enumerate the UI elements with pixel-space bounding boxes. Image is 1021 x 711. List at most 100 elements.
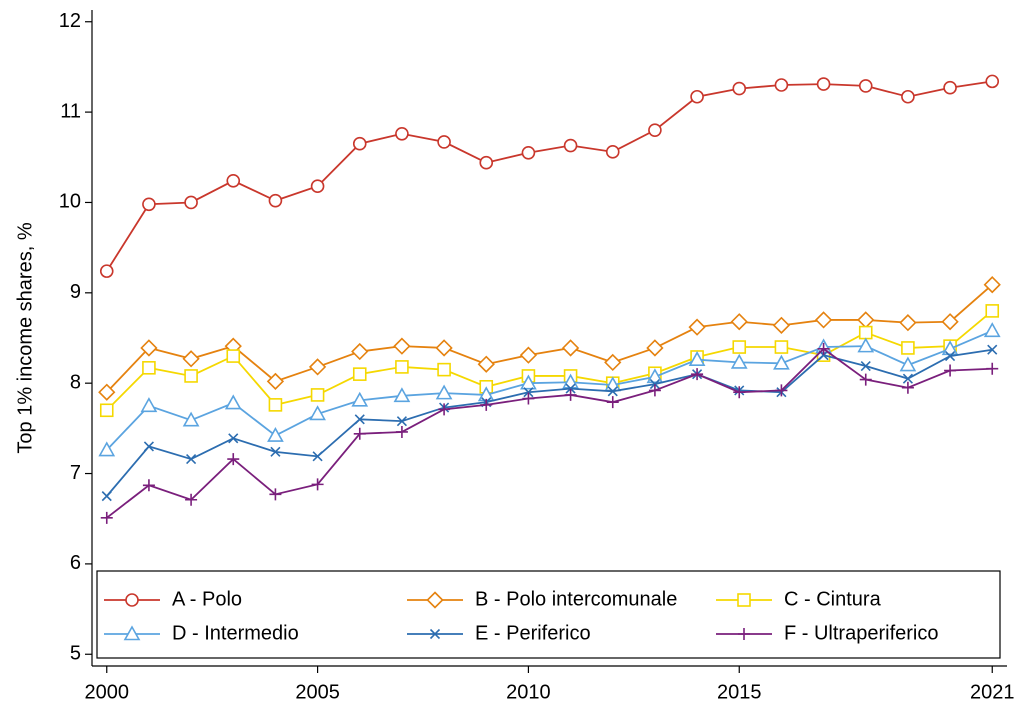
legend-marker [125, 593, 139, 607]
legend-label: E - Periferico [475, 622, 591, 644]
data-point [99, 403, 114, 418]
data-point [479, 155, 494, 170]
data-point [649, 379, 660, 390]
data-point [521, 145, 536, 160]
data-point [437, 135, 451, 149]
data-point [310, 388, 325, 402]
data-point [648, 123, 662, 137]
data-point [354, 414, 365, 425]
data-point [563, 138, 578, 153]
data-point [648, 384, 661, 397]
x-tick-label: 2000 [85, 681, 130, 703]
data-point [226, 173, 241, 188]
data-point [817, 342, 830, 355]
data-point [985, 74, 1000, 89]
data-point [899, 356, 917, 372]
x-tick-label: 2010 [506, 681, 551, 703]
data-point [352, 136, 367, 151]
y-tick-label: 6 [70, 552, 81, 574]
data-point [353, 427, 366, 440]
data-point [437, 362, 451, 377]
data-point [480, 398, 493, 411]
data-point [435, 339, 453, 357]
y-tick-label: 5 [70, 643, 81, 665]
data-point [477, 355, 495, 373]
data-point [311, 478, 324, 491]
data-point [270, 446, 281, 457]
data-point [143, 441, 154, 452]
data-point [182, 350, 200, 368]
y-tick-label: 10 [59, 191, 81, 213]
data-point [986, 362, 999, 375]
data-point [859, 373, 872, 386]
legend-marker [123, 625, 141, 641]
data-point [941, 340, 959, 356]
data-point [184, 195, 198, 210]
data-point [393, 387, 411, 403]
y-tick-label: 7 [70, 462, 81, 484]
legend-marker [426, 591, 444, 609]
legend-marker [738, 628, 750, 640]
x-tick-label: 2015 [717, 681, 762, 703]
data-point [142, 361, 156, 375]
data-point [227, 453, 240, 466]
data-point [308, 358, 327, 376]
data-point [309, 405, 326, 421]
data-point [228, 433, 239, 444]
legend-box [96, 570, 1001, 659]
data-point [351, 391, 369, 407]
data-point [691, 368, 704, 381]
y-tick-label: 9 [70, 281, 81, 303]
data-point [607, 386, 618, 397]
data-point [860, 360, 871, 372]
data-point [732, 81, 747, 96]
data-point [269, 488, 282, 501]
data-point [395, 425, 408, 438]
data-point [142, 197, 156, 212]
y-axis-label: Top 1% income shares, % [14, 222, 36, 453]
data-point [561, 339, 580, 357]
data-point [985, 304, 1000, 318]
data-point [564, 388, 577, 401]
data-point [565, 383, 576, 394]
legend-label: A - Polo [172, 588, 242, 610]
data-point [140, 339, 158, 357]
data-point [772, 316, 791, 334]
data-point [901, 341, 915, 355]
data-point [101, 491, 112, 502]
data-point [901, 89, 915, 104]
data-point [690, 89, 704, 104]
data-point [604, 353, 622, 372]
series-line [106, 310, 993, 411]
data-point [186, 454, 197, 465]
data-point [902, 373, 913, 384]
data-point [606, 396, 619, 409]
data-point [688, 318, 706, 336]
data-point [182, 411, 200, 427]
data-point [857, 311, 875, 329]
data-point [605, 145, 620, 159]
series-line [106, 348, 993, 497]
data-point [899, 314, 917, 332]
data-point [945, 351, 956, 362]
data-point [944, 364, 957, 377]
legend-label: F - Ultraperiferico [784, 622, 938, 644]
data-point [268, 193, 283, 208]
data-point [941, 313, 959, 331]
legend-label: C - Cintura [784, 588, 882, 610]
data-point [857, 337, 875, 353]
y-tick-label: 12 [59, 10, 81, 32]
data-point [730, 353, 748, 369]
data-point [983, 276, 1001, 294]
legend-label: D - Intermedio [172, 622, 299, 644]
data-point [266, 372, 285, 391]
data-point [98, 441, 116, 457]
series-line [105, 80, 993, 272]
legend-marker [737, 593, 751, 607]
data-point [987, 344, 998, 355]
data-point [224, 394, 242, 410]
x-tick-label: 2005 [295, 681, 340, 703]
data-point [267, 426, 284, 442]
legend-marker [429, 628, 441, 640]
data-point [814, 311, 833, 329]
